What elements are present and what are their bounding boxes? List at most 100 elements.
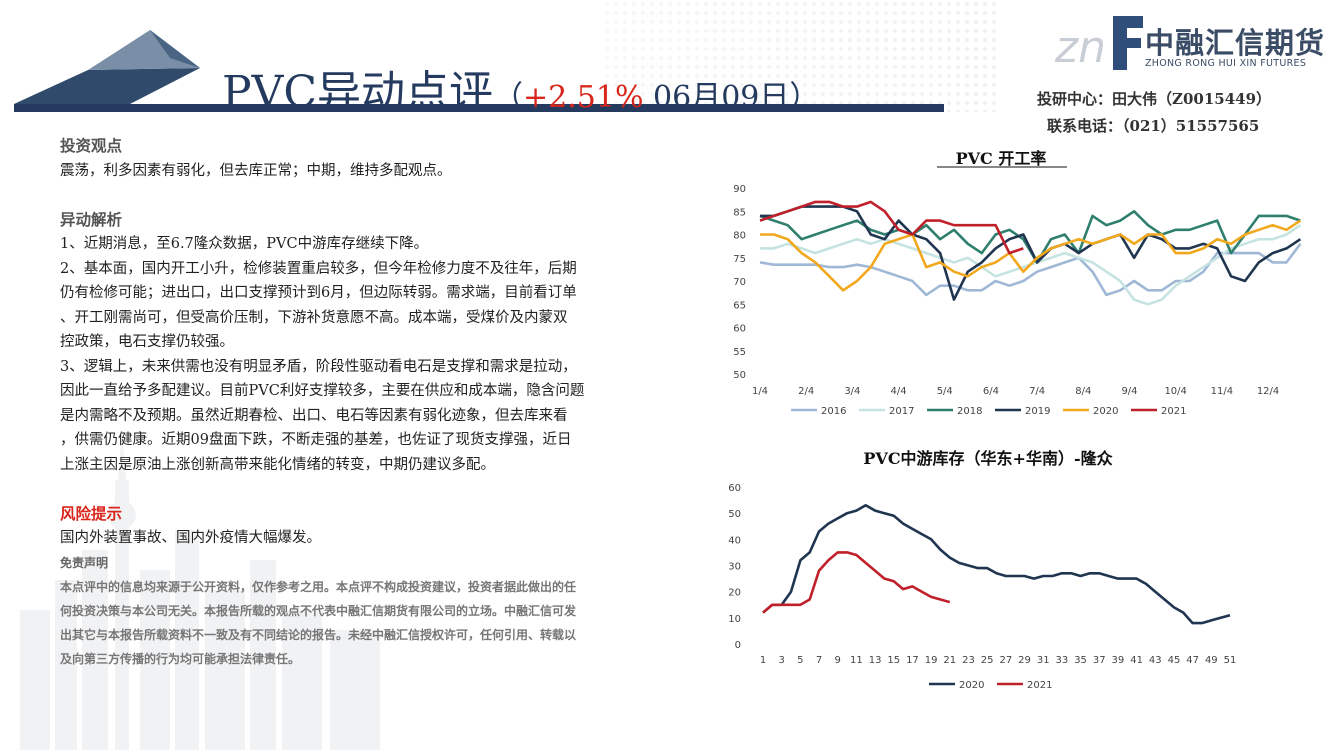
risk-text: 国内外装置事故、国内外疫情大幅爆发。 xyxy=(60,530,321,546)
x-tick-label: 7 xyxy=(816,655,822,666)
investment-view-text: 震荡，利多因素有弱化，但去库正常；中期，维持多配观点。 xyxy=(60,162,452,179)
y-tick-label: 60 xyxy=(733,324,746,335)
legend-label-2021: 2021 xyxy=(1027,680,1052,691)
x-tick-label: 1 xyxy=(760,655,766,666)
title-date: 06月09日 xyxy=(643,80,790,115)
legend-label-2021: 2021 xyxy=(1161,406,1186,417)
contact-analyst: 投研中心：田大伟（Z0015449） xyxy=(1037,90,1272,108)
legend-label-2017: 2017 xyxy=(889,406,914,417)
x-tick-label: 45 xyxy=(1168,655,1181,666)
x-tick-label: 13 xyxy=(869,655,882,666)
x-tick-label: 49 xyxy=(1205,655,1218,666)
series-line-2020 xyxy=(762,504,1231,625)
series-line-2021 xyxy=(762,551,951,614)
disclaimer-line: 本点评中的信息均来源于公开资料，仅作参考之用。本点评不构成投资建议，投资者据此做… xyxy=(60,580,577,594)
x-tick-label: 43 xyxy=(1149,655,1162,666)
svg-text:zn: zn xyxy=(1055,22,1106,73)
x-tick-label: 29 xyxy=(1018,655,1031,666)
analysis-line: 因此一直给予多配建议。目前PVC利好支撑较多，主要在供应和成本端，隐含问题 xyxy=(60,383,585,399)
contact-phone: 联系电话：（021）51557565 xyxy=(1047,117,1260,135)
x-tick-label: 5/4 xyxy=(937,386,953,397)
x-tick-label: 4/4 xyxy=(891,386,907,397)
analysis-line: 2、基本面，国内开工小升，检修装置重启较多，但今年检修力度不及往年，后期 xyxy=(60,260,577,277)
y-tick-label: 80 xyxy=(733,231,746,242)
operating-rate-chart: PVC 开工率 50 55 60 65 70 75 80 85 90 1/4 2/4 3/4 4/4 5/4… xyxy=(733,149,1302,417)
title-close-paren: ） xyxy=(789,80,820,115)
analysis-line: 是内需略不及预期。虽然近期春检、出口、电石等因素有弱化迹象，但去库来看 xyxy=(60,407,568,424)
y-tick-label: 85 xyxy=(733,207,746,218)
legend-label-2019: 2019 xyxy=(1025,406,1050,417)
x-tick-label: 37 xyxy=(1093,655,1106,666)
company-name-cn: 中融汇信期货 xyxy=(1145,26,1326,60)
x-tick-label: 1/4 xyxy=(752,386,768,397)
legend-label-2020: 2020 xyxy=(1093,406,1118,417)
analysis-title: 异动解析 xyxy=(60,209,123,229)
x-tick-label: 11 xyxy=(850,655,863,666)
x-tick-label: 19 xyxy=(925,655,938,666)
x-tick-label: 51 xyxy=(1224,655,1237,666)
x-tick-label: 21 xyxy=(943,655,956,666)
y-tick-label: 90 xyxy=(733,184,746,195)
x-tick-label: 3/4 xyxy=(844,386,860,397)
analysis-line: ，供需仍健康。近期09盘面下跌，不断走强的基差，也佐证了现货支撑强，近日 xyxy=(60,432,572,448)
disclaimer-line: 及向第三方传播的行为均可能承担法律责任。 xyxy=(60,652,301,666)
x-tick-label: 5 xyxy=(797,655,803,666)
legend-label-2018: 2018 xyxy=(957,406,982,417)
header-triangle-mid xyxy=(150,30,200,68)
x-tick-label: 3 xyxy=(778,655,784,666)
analysis-line: 控政策，电石支撑仍较强。 xyxy=(60,334,234,350)
company-name-en: ZHONG RONG HUI XIN FUTURES xyxy=(1145,58,1307,69)
title-change-pct: +2.51% xyxy=(523,80,644,115)
series-line-2019 xyxy=(760,205,1302,301)
y-tick-label: 75 xyxy=(733,254,746,265)
y-tick-label: 30 xyxy=(728,562,741,573)
x-tick-label: 9 xyxy=(835,655,841,666)
analysis-line: 上涨主因是原油上涨创新高带来能化情绪的转变，中期仍建议多配。 xyxy=(60,456,495,473)
x-tick-label: 12/4 xyxy=(1257,386,1279,397)
y-tick-label: 40 xyxy=(728,535,741,546)
x-tick-label: 17 xyxy=(906,655,919,666)
analysis-line: 、开工刚需尚可，但受高价压制，下游补货意愿不高。成本端，受煤价及内蒙双 xyxy=(60,309,568,326)
disclaimer-line: 出其它与本报告所载资料不一致及有不同结论的报告。未经中融汇信授权许可，任何引用、… xyxy=(60,628,577,642)
header-decoration xyxy=(14,0,1000,115)
series-line-2020 xyxy=(760,219,1302,292)
analysis-line: 3、逻辑上，未来供需也没有明显矛盾，阶段性驱动看电石是支撑和需求是拉动， xyxy=(60,358,577,375)
legend-label-2020: 2020 xyxy=(959,680,984,691)
y-tick-label: 60 xyxy=(728,483,741,494)
x-tick-label: 23 xyxy=(962,655,975,666)
company-logo: zn xyxy=(1055,16,1143,73)
y-tick-label: 55 xyxy=(733,347,746,358)
chart-title: PVC中游库存（华东+华南）-隆众 xyxy=(863,449,1113,468)
header-triangle-light xyxy=(88,30,200,70)
city-skyline-watermark xyxy=(20,430,380,750)
y-tick-label: 70 xyxy=(733,277,746,288)
x-tick-label: 27 xyxy=(999,655,1012,666)
x-tick-label: 33 xyxy=(1056,655,1069,666)
x-tick-label: 7/4 xyxy=(1029,386,1045,397)
x-tick-label: 2/4 xyxy=(798,386,814,397)
x-tick-label: 25 xyxy=(981,655,994,666)
y-tick-label: 20 xyxy=(728,588,741,599)
x-tick-label: 39 xyxy=(1112,655,1125,666)
disclaimer-line: 何投资决策与本公司无关。本报告所载的观点不代表中融汇信期货有限公司的立场。中融汇… xyxy=(60,604,577,618)
x-tick-label: 15 xyxy=(887,655,900,666)
page-title: PVC异动点评（+2.51% 06月09日） xyxy=(222,56,819,120)
x-tick-label: 31 xyxy=(1037,655,1050,666)
x-tick-label: 8/4 xyxy=(1075,386,1091,397)
x-tick-label: 35 xyxy=(1074,655,1087,666)
header-triangle-dark xyxy=(14,68,200,104)
analysis-line: 仍有检修可能；进出口，出口支撑预计到6月，但边际转弱。需求端，目前看订单 xyxy=(60,285,577,301)
chart-title: PVC 开工率 xyxy=(956,149,1047,168)
x-tick-label: 11/4 xyxy=(1211,386,1233,397)
y-tick-label: 0 xyxy=(735,640,741,651)
y-tick-label: 50 xyxy=(728,509,741,520)
y-tick-label: 10 xyxy=(728,614,741,625)
legend-label-2016: 2016 xyxy=(821,406,846,417)
risk-title: 风险提示 xyxy=(60,503,123,523)
y-tick-label: 50 xyxy=(733,370,746,381)
investment-view-title: 投资观点 xyxy=(60,136,123,155)
x-tick-label: 10/4 xyxy=(1164,386,1186,397)
x-tick-label: 47 xyxy=(1186,655,1199,666)
title-main: PVC异动点评 xyxy=(222,67,494,118)
